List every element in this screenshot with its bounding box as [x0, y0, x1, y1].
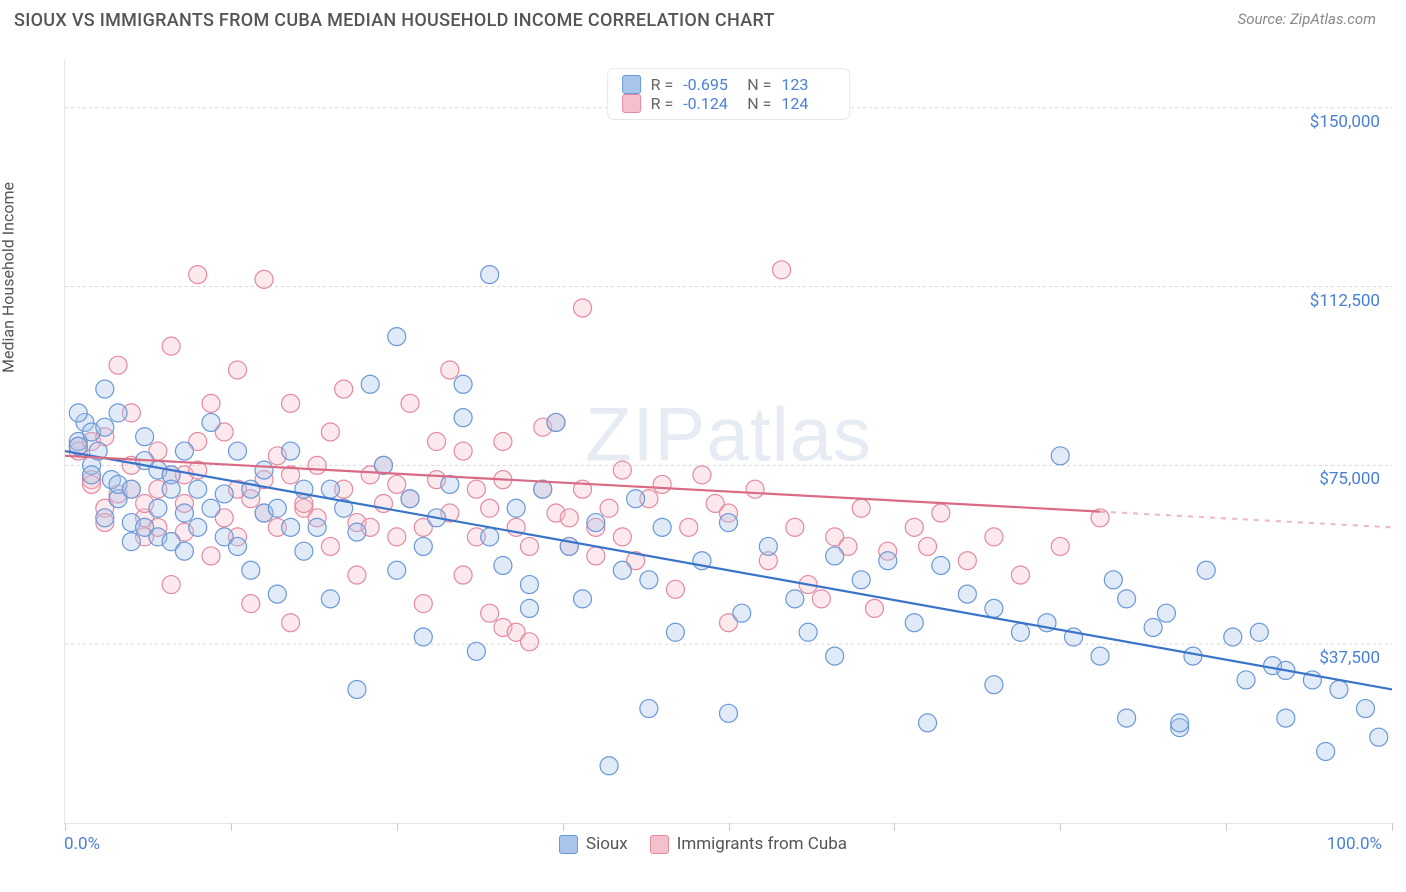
x-tick	[397, 823, 398, 831]
x-tick	[1226, 823, 1227, 831]
legend-n-label: N =	[747, 75, 771, 94]
legend-series: Sioux Immigrants from Cuba	[559, 834, 847, 854]
legend-r-label: R =	[651, 94, 674, 113]
legend-label-cuba: Immigrants from Cuba	[677, 834, 847, 854]
chart-header: SIOUX VS IMMIGRANTS FROM CUBA MEDIAN HOU…	[0, 0, 1406, 31]
x-tick	[894, 823, 895, 831]
x-tick	[231, 823, 232, 831]
x-tick	[1392, 823, 1393, 831]
x-axis-max-label: 100.0%	[1327, 834, 1382, 854]
legend-item-sioux: Sioux	[559, 834, 628, 854]
trendlines-layer	[65, 60, 1392, 823]
legend-row-cuba: R = -0.124 N = 124	[622, 94, 836, 113]
x-tick	[729, 823, 730, 831]
source-attribution: Source: ZipAtlas.com	[1238, 10, 1376, 28]
legend-item-cuba: Immigrants from Cuba	[650, 834, 847, 854]
swatch-cuba	[650, 835, 669, 854]
trendline	[65, 456, 1100, 512]
swatch-sioux	[559, 835, 578, 854]
legend-r-sioux: -0.695	[683, 75, 737, 94]
chart-area: Median Household Income ZIPatlas R = -0.…	[14, 46, 1392, 872]
swatch-sioux	[622, 75, 641, 94]
plot-area: ZIPatlas R = -0.695 N = 123 R = -0.124 N…	[64, 60, 1392, 824]
chart-title: SIOUX VS IMMIGRANTS FROM CUBA MEDIAN HOU…	[14, 10, 775, 31]
legend-r-label: R =	[651, 75, 674, 94]
legend-r-cuba: -0.124	[683, 94, 737, 113]
x-tick	[65, 823, 66, 831]
swatch-cuba	[622, 94, 641, 113]
y-axis-label: Median Household Income	[0, 182, 18, 373]
y-tick-label: $75,000	[1319, 469, 1380, 489]
legend-n-sioux: 123	[781, 75, 835, 94]
legend-n-label: N =	[747, 94, 771, 113]
y-tick-label: $37,500	[1319, 648, 1380, 668]
legend-correlation: R = -0.695 N = 123 R = -0.124 N = 124	[607, 68, 851, 120]
trendline-extrapolated	[1100, 512, 1392, 528]
y-tick-label: $150,000	[1310, 112, 1380, 132]
x-axis-min-label: 0.0%	[64, 834, 100, 854]
y-tick-label: $112,500	[1310, 291, 1380, 311]
legend-row-sioux: R = -0.695 N = 123	[622, 75, 836, 94]
chart-container: SIOUX VS IMMIGRANTS FROM CUBA MEDIAN HOU…	[0, 0, 1406, 892]
x-tick	[563, 823, 564, 831]
x-tick	[1060, 823, 1061, 831]
trendline	[65, 451, 1392, 689]
legend-n-cuba: 124	[781, 94, 835, 113]
legend-label-sioux: Sioux	[586, 834, 628, 854]
